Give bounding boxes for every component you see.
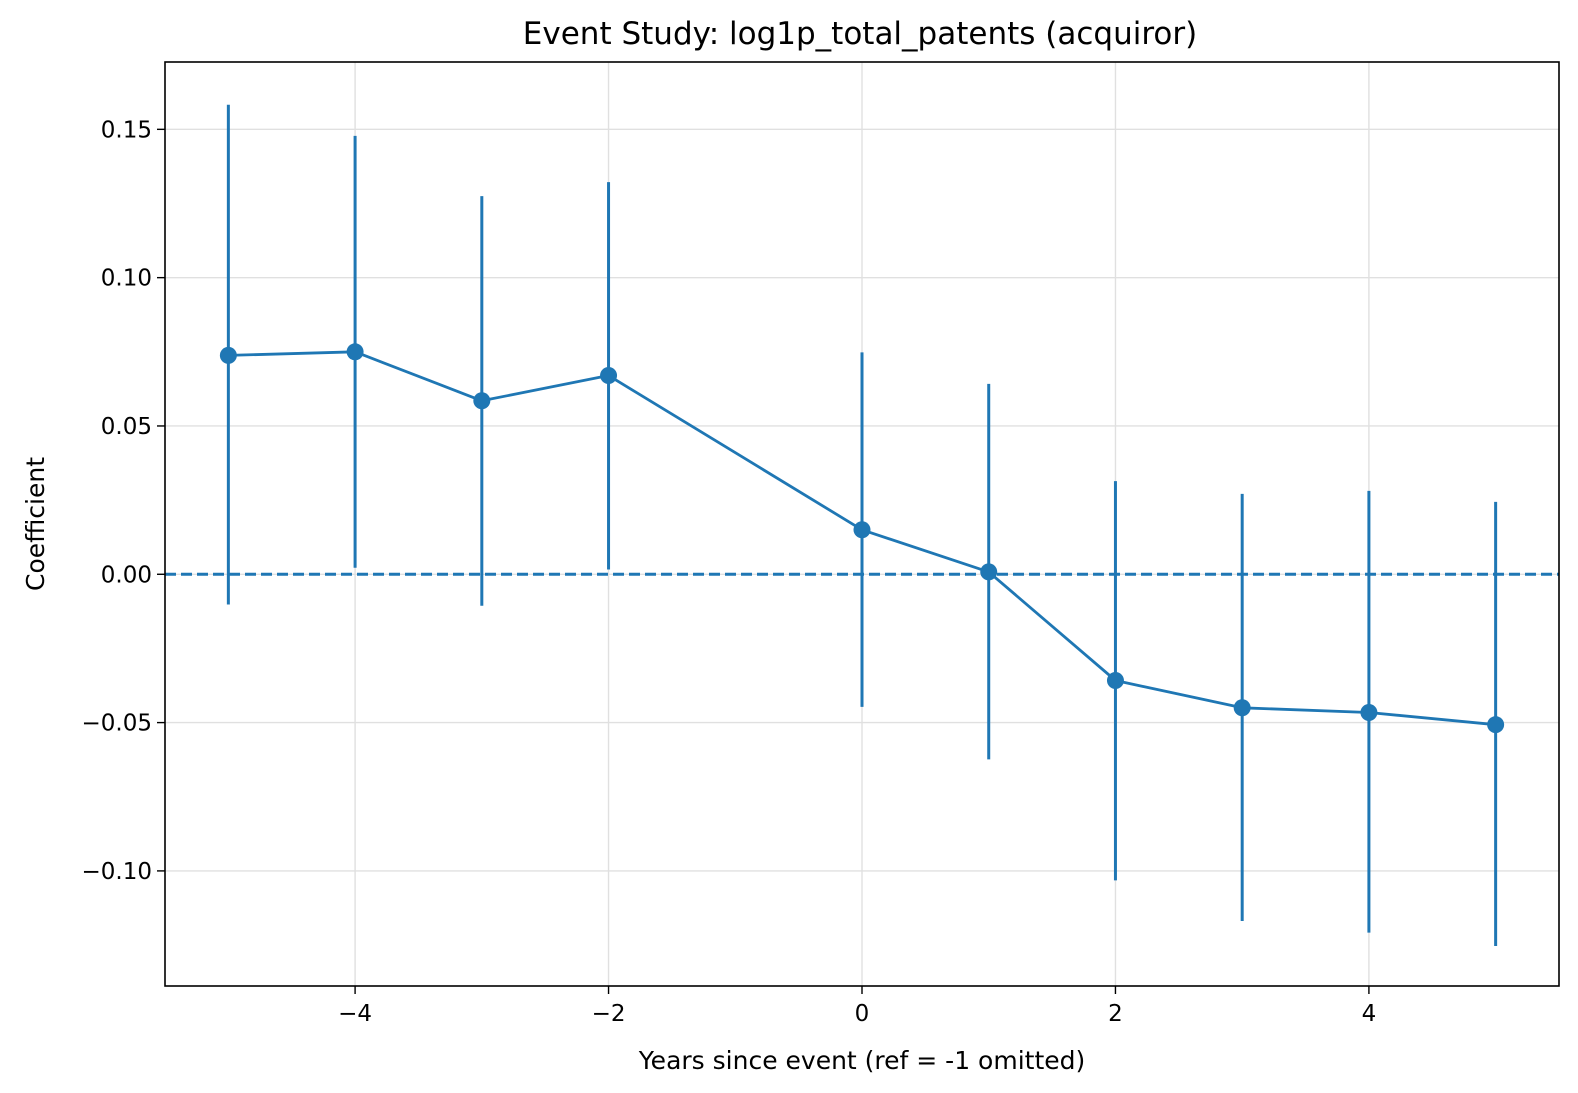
x-tick-label: 4 — [1362, 1001, 1377, 1027]
coefficient-point — [1233, 699, 1251, 717]
coefficient-line — [228, 350, 1496, 727]
x-axis-label: Years since event (ref = -1 omitted) — [638, 1046, 1086, 1075]
x-tick-label: 0 — [855, 1001, 870, 1027]
x-tick-label: 2 — [1108, 1001, 1123, 1027]
coefficient-point — [600, 367, 618, 385]
coefficient-point — [346, 343, 364, 361]
y-tick-label: 0.10 — [101, 266, 152, 292]
coefficient-point — [473, 392, 491, 410]
axis-ticks: −4 −2 0 2 4 −0.10 −0.05 0.00 0.05 0.10 0.15 — [82, 117, 1377, 1027]
y-axis-label: Coefficient — [21, 457, 50, 591]
coefficient-point — [219, 346, 237, 364]
coefficient-point — [1360, 704, 1378, 722]
y-tick-label: 0.15 — [101, 117, 152, 143]
coefficient-point — [1487, 716, 1505, 734]
y-tick-label: 0.05 — [101, 414, 152, 440]
coefficient-point — [980, 563, 998, 581]
x-tick-label: −4 — [338, 1001, 372, 1027]
y-tick-label: −0.10 — [82, 859, 152, 885]
x-tick-label: −2 — [592, 1001, 626, 1027]
data-series — [219, 104, 1505, 946]
y-tick-label: −0.05 — [82, 711, 152, 737]
coefficient-point — [853, 521, 871, 539]
y-tick-label: 0.00 — [101, 562, 152, 588]
chart-title: Event Study: log1p_total_patents (acquir… — [523, 16, 1197, 52]
coefficient-point — [1106, 671, 1124, 689]
